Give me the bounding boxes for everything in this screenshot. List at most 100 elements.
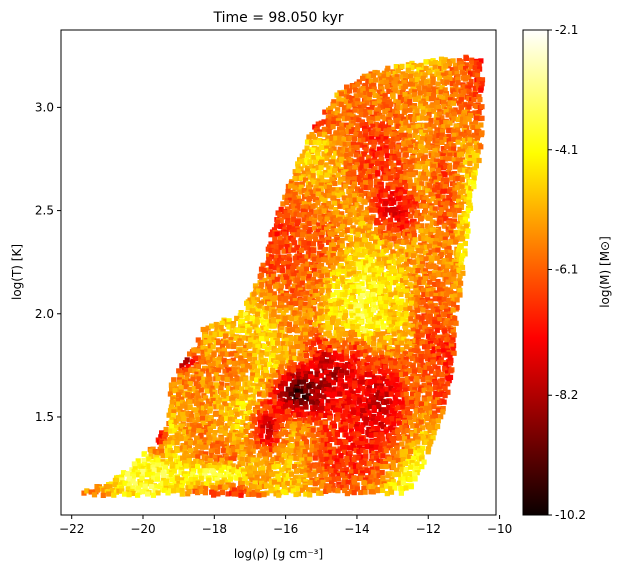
scatter-point [166, 412, 172, 418]
scatter-point [413, 72, 419, 78]
scatter-point [438, 251, 444, 258]
scatter-point [276, 305, 282, 311]
scatter-point [383, 247, 389, 253]
scatter-point [342, 340, 348, 346]
scatter-point [383, 136, 389, 142]
scatter-point [267, 432, 273, 438]
scatter-point [443, 308, 450, 314]
scatter-point [408, 114, 414, 120]
scatter-point [336, 334, 343, 340]
scatter-point [364, 417, 370, 423]
scatter-point [313, 188, 319, 194]
scatter-points [81, 54, 486, 498]
scatter-point [450, 329, 456, 335]
scatter-point [383, 409, 389, 415]
scatter-point [313, 209, 319, 215]
scatter-point [361, 346, 367, 352]
scatter-point [292, 185, 298, 191]
scatter-point [347, 162, 353, 168]
scatter-point [260, 438, 266, 445]
scatter-point [434, 255, 440, 261]
scatter-point [210, 391, 216, 397]
scatter-point [365, 136, 371, 142]
scatter-point [404, 223, 410, 229]
scatter-point [375, 416, 381, 422]
scatter-point [325, 341, 331, 347]
scatter-point [432, 241, 438, 247]
scatter-point [422, 320, 428, 327]
scatter-point [300, 364, 307, 370]
scatter-point [209, 388, 215, 394]
scatter-point [295, 432, 301, 438]
scatter-point [435, 407, 441, 413]
scatter-point [286, 279, 292, 285]
scatter-point [434, 120, 440, 126]
scatter-point [315, 416, 321, 422]
scatter-point [453, 320, 459, 326]
scatter-point [262, 292, 268, 298]
scatter-point [436, 219, 442, 225]
scatter-point [367, 191, 373, 197]
scatter-point [352, 288, 358, 295]
scatter-point [279, 329, 285, 336]
scatter-point [257, 391, 263, 397]
scatter-point [403, 152, 409, 158]
scatter-point [427, 70, 433, 76]
scatter-point [355, 142, 361, 148]
scatter-point [342, 331, 349, 337]
scatter-point [363, 349, 369, 355]
scatter-point [401, 429, 407, 435]
scatter-point [445, 257, 452, 264]
scatter-point [169, 387, 175, 393]
scatter-point [212, 332, 218, 338]
scatter-point [292, 255, 298, 261]
scatter-point [318, 335, 324, 341]
scatter-point [314, 389, 320, 395]
scatter-point [263, 367, 269, 373]
scatter-point [278, 431, 285, 437]
scatter-point [315, 296, 321, 302]
scatter-point [239, 368, 245, 374]
scatter-point [337, 381, 343, 387]
scatter-point [447, 120, 453, 126]
scatter-point [265, 319, 271, 325]
scatter-point [268, 373, 274, 379]
scatter-point [412, 82, 418, 88]
scatter-point [270, 419, 276, 426]
scatter-point [340, 320, 346, 327]
plot-area [81, 54, 486, 498]
scatter-point [411, 218, 417, 224]
scatter-point [400, 316, 406, 322]
scatter-point [305, 152, 311, 158]
scatter-point [470, 150, 476, 156]
scatter-point [296, 250, 303, 256]
scatter-point [390, 328, 397, 334]
scatter-point [427, 313, 433, 319]
scatter-point [358, 394, 364, 400]
scatter-point [271, 296, 277, 302]
scatter-point [252, 347, 258, 354]
scatter-point [468, 64, 474, 70]
scatter-point [367, 185, 373, 191]
scatter-point [286, 327, 292, 333]
scatter-point [268, 392, 274, 398]
scatter-point [350, 116, 356, 122]
scatter-point [372, 139, 378, 145]
scatter-point [418, 223, 424, 229]
scatter-point [408, 352, 414, 358]
scatter-point [433, 238, 439, 244]
scatter-point [354, 276, 360, 282]
scatter-point [399, 195, 405, 201]
scatter-point [351, 148, 357, 154]
scatter-point [178, 385, 184, 391]
scatter-point [250, 372, 256, 378]
scatter-point [286, 294, 292, 300]
scatter-point [396, 329, 402, 335]
scatter-point [414, 290, 421, 296]
scatter-point [363, 96, 369, 102]
scatter-point [317, 269, 323, 275]
scatter-point [383, 304, 389, 310]
scatter-point [301, 271, 307, 277]
scatter-point [231, 386, 237, 392]
scatter-point [426, 382, 433, 388]
